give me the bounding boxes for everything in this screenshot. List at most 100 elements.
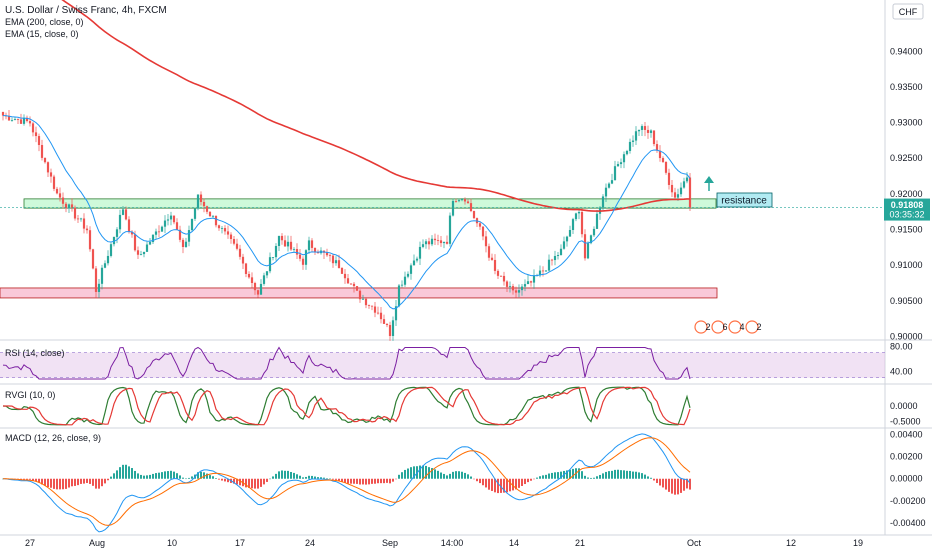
candlestick-series bbox=[1, 109, 692, 341]
candle-body bbox=[649, 130, 653, 133]
macd-hist-bar bbox=[632, 471, 634, 479]
macd-hist-bar bbox=[515, 478, 517, 490]
candle-body bbox=[76, 218, 80, 220]
candle-body bbox=[301, 258, 305, 265]
candle-body bbox=[403, 276, 407, 285]
candle-body bbox=[145, 244, 149, 252]
candle-body bbox=[22, 117, 26, 124]
macd-hist-bar bbox=[104, 478, 106, 484]
event-flag-icon[interactable] bbox=[728, 320, 742, 334]
candle-body bbox=[43, 157, 47, 163]
candle-body bbox=[448, 215, 452, 244]
candle-body bbox=[583, 234, 587, 259]
candle-body bbox=[307, 240, 311, 251]
candle-body bbox=[349, 283, 353, 285]
candle-body bbox=[667, 172, 671, 185]
candle-body bbox=[397, 285, 401, 307]
macd-hist-bar bbox=[533, 478, 535, 480]
candle-body bbox=[382, 319, 386, 324]
candle-body bbox=[490, 257, 494, 260]
macd-hist-bar bbox=[32, 478, 34, 481]
macd-hist-bar bbox=[518, 478, 520, 488]
candle-body bbox=[484, 236, 488, 247]
macd-hist-bar bbox=[353, 478, 355, 484]
candle-body bbox=[547, 259, 551, 271]
macd-hist-bar bbox=[377, 478, 379, 484]
macd-hist-bar bbox=[125, 464, 127, 479]
candle-body bbox=[25, 117, 29, 122]
macd-hist-bar bbox=[149, 474, 151, 479]
candle-body bbox=[355, 286, 359, 291]
macd-tick-label: -0.00200 bbox=[890, 496, 926, 506]
macd-hist-bar bbox=[647, 476, 649, 479]
macd-hist-bar bbox=[671, 478, 673, 494]
candle-body bbox=[124, 209, 128, 220]
macd-hist-bar bbox=[599, 474, 601, 479]
symbol-title[interactable]: U.S. Dollar / Swiss Franc, 4h, FXCM bbox=[5, 5, 167, 16]
candle-body bbox=[367, 305, 371, 306]
candle-body bbox=[685, 177, 689, 182]
candle-body bbox=[295, 249, 299, 255]
candle-body bbox=[67, 204, 71, 209]
macd-hist-bar bbox=[419, 465, 421, 479]
candle-body bbox=[325, 252, 329, 256]
macd-hist-bar bbox=[158, 472, 160, 479]
ema200-legend[interactable]: EMA (200, close, 0) bbox=[5, 17, 84, 27]
macd-legend[interactable]: MACD (12, 26, close, 9) bbox=[5, 433, 101, 443]
macd-hist-bar bbox=[527, 478, 529, 483]
candle-body bbox=[586, 243, 590, 259]
candle-body bbox=[421, 244, 425, 247]
economic-events[interactable]: 2 6 4 2 bbox=[694, 320, 762, 334]
candle-body bbox=[538, 270, 542, 276]
macd-hist-bar bbox=[659, 478, 661, 486]
price-axis[interactable]: 0.94000 0.93500 0.93000 0.92500 0.92000 0.915… bbox=[890, 46, 926, 528]
candle-body bbox=[562, 241, 566, 249]
candle-body bbox=[64, 203, 68, 209]
macd-hist-bar bbox=[500, 478, 502, 493]
candle-body bbox=[559, 248, 563, 256]
candle-body bbox=[169, 215, 173, 220]
candle-body bbox=[52, 176, 56, 189]
candle-body bbox=[400, 284, 404, 286]
macd-hist-bar bbox=[278, 471, 280, 479]
macd-hist-bar bbox=[482, 478, 484, 486]
macd-hist-bar bbox=[251, 478, 253, 489]
macd-hist-bar bbox=[452, 471, 454, 479]
candle-body bbox=[517, 290, 521, 293]
macd-hist-bar bbox=[551, 472, 553, 479]
time-axis[interactable]: 27 Aug 10 17 24 Sep 14:00 14 21 Oct 12 19 bbox=[25, 538, 863, 548]
macd-hist-bar bbox=[665, 478, 667, 490]
currency-badge[interactable]: CHF bbox=[892, 3, 924, 20]
candle-body bbox=[364, 298, 368, 306]
event-count: 2 bbox=[756, 322, 761, 332]
macd-hist-bar bbox=[41, 478, 43, 485]
resistance-label[interactable]: resistance bbox=[716, 192, 773, 208]
macd-hist-bar bbox=[464, 472, 466, 479]
candle-body bbox=[493, 259, 497, 271]
candle-body bbox=[289, 241, 293, 250]
macd-hist-bar bbox=[548, 473, 550, 479]
ema15-legend[interactable]: EMA (15, close, 0) bbox=[5, 29, 79, 39]
macd-hist-bar bbox=[308, 475, 310, 479]
event-flag-icon[interactable] bbox=[745, 320, 759, 334]
macd-hist-bar bbox=[173, 471, 175, 479]
event-flag-icon[interactable] bbox=[694, 320, 708, 334]
rvgi-legend[interactable]: RVGI (10, 0) bbox=[5, 390, 55, 400]
rsi-legend[interactable]: RSI (14, close) bbox=[5, 348, 65, 358]
macd-hist-bar bbox=[317, 477, 319, 479]
event-flag-icon[interactable] bbox=[711, 320, 725, 334]
macd-hist-bar bbox=[74, 478, 76, 486]
macd-hist-bar bbox=[260, 478, 262, 487]
macd-hist-bar bbox=[305, 476, 307, 479]
macd-hist-bar bbox=[143, 475, 145, 479]
candle-body bbox=[154, 231, 158, 235]
candle-body bbox=[49, 172, 53, 177]
macd-hist-bar bbox=[392, 478, 394, 482]
macd-hist-bar bbox=[617, 469, 619, 479]
macd-hist-bar bbox=[554, 472, 556, 479]
candle-body bbox=[601, 196, 605, 208]
candle-body bbox=[142, 251, 146, 255]
macd-hist-bar bbox=[323, 477, 325, 479]
macd-hist-bar bbox=[35, 478, 37, 482]
